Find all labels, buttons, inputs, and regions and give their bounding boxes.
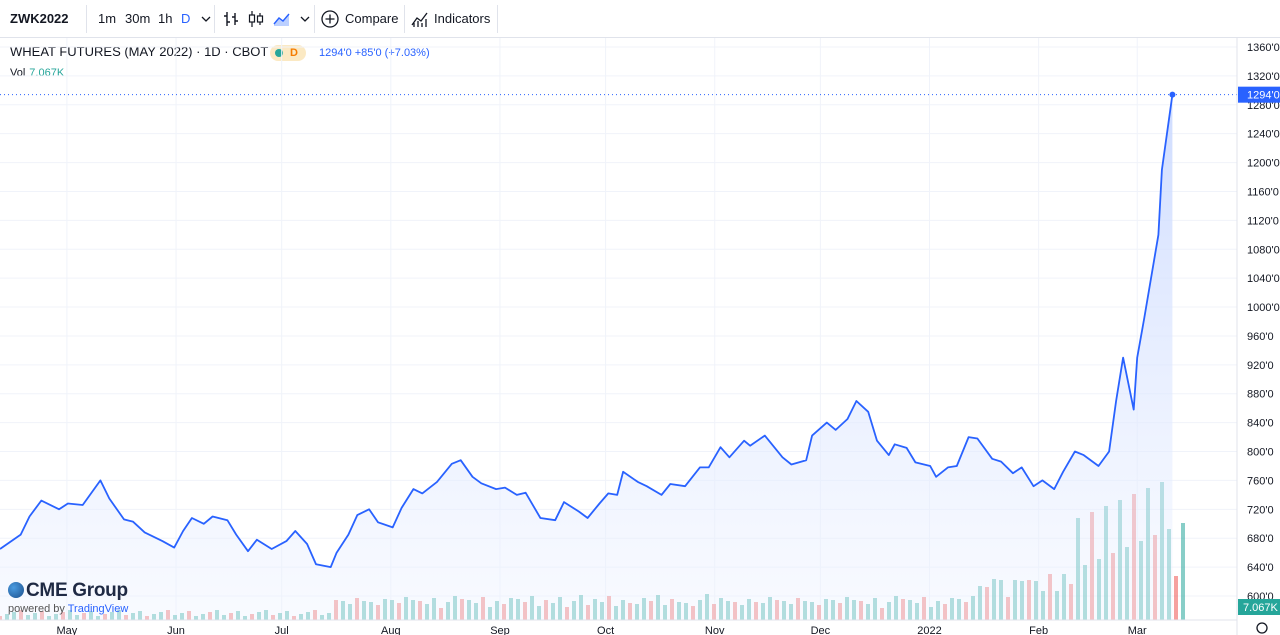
plus-circle-icon[interactable]	[320, 9, 340, 29]
y-tick-label: 1280'0	[1247, 100, 1280, 112]
y-tick-label: 1240'0	[1247, 129, 1280, 141]
price-line	[0, 94, 1174, 568]
last-volume-tag	[1238, 599, 1280, 615]
powered-by: powered by TradingView	[8, 603, 128, 615]
x-tick-label: Oct	[597, 625, 614, 635]
x-tick-label: Nov	[705, 625, 725, 635]
y-tick-label: 1120'0	[1247, 215, 1279, 227]
interval-d[interactable]: D	[181, 11, 191, 26]
chevron-down-icon[interactable]	[196, 9, 216, 29]
y-tick-label: 960'0	[1247, 331, 1274, 343]
y-tick-label: 1320'0	[1247, 71, 1280, 83]
y-tick-label: 1160'0	[1247, 187, 1279, 199]
branding: CME Group powered by TradingView	[8, 580, 128, 615]
y-tick-label: 680'0	[1247, 533, 1274, 545]
symbol-search[interactable]: ZWK2022	[10, 11, 69, 26]
y-tick-label: 920'0	[1247, 360, 1274, 372]
volume-bar	[1174, 576, 1178, 620]
delay-badge: D	[290, 47, 298, 59]
toolbar-divider	[86, 5, 87, 33]
y-tick-label: 800'0	[1247, 447, 1274, 459]
x-tick-label: 2022	[917, 625, 941, 635]
tradingview-link[interactable]: TradingView	[67, 603, 129, 615]
y-tick-label: 640'0	[1247, 562, 1274, 574]
cme-logo: CME Group	[8, 580, 128, 602]
x-tick-label: Aug	[381, 625, 401, 635]
y-tick-label: 880'0	[1247, 389, 1274, 401]
y-tick-label: 840'0	[1247, 418, 1274, 430]
y-tick-label: 1200'0	[1247, 158, 1280, 170]
volume-bar	[1181, 523, 1185, 620]
indicators-button[interactable]: Indicators	[434, 11, 491, 26]
x-tick-label: Jul	[275, 625, 289, 635]
settings-gear-icon[interactable]	[1256, 622, 1268, 634]
x-tick-label: Sep	[490, 625, 510, 635]
indicators-icon[interactable]	[410, 9, 430, 29]
status-dot-icon	[275, 49, 283, 57]
toolbar-divider	[214, 5, 215, 33]
toolbar-divider	[314, 5, 315, 33]
x-tick-label: Jun	[167, 625, 185, 635]
x-tick-label: Mar	[1128, 625, 1147, 635]
last-price-tag	[1238, 86, 1280, 103]
last-volume-label: 7.067K	[1243, 602, 1279, 614]
price-area	[0, 94, 1173, 620]
interval-1h[interactable]: 1h	[158, 11, 173, 26]
x-tick-label: Dec	[811, 625, 831, 635]
area-style-icon[interactable]	[272, 9, 292, 29]
last-price-marker	[1169, 91, 1176, 98]
y-tick-label: 760'0	[1247, 475, 1274, 487]
y-tick-label: 1000'0	[1247, 302, 1280, 314]
toolbar-divider	[404, 5, 405, 33]
x-tick-label: May	[57, 625, 78, 635]
candle-style-icon[interactable]	[246, 9, 266, 29]
chevron-down-icon[interactable]	[295, 9, 315, 29]
toolbar-divider	[497, 5, 498, 33]
x-tick-label: Feb	[1029, 625, 1048, 635]
y-tick-label: 1360'0	[1247, 42, 1280, 54]
chart-title: WHEAT FUTURES (MAY 2022) · 1D · CBOT	[10, 44, 269, 59]
y-tick-label: 720'0	[1247, 504, 1274, 516]
bar-style-icon[interactable]	[221, 9, 241, 29]
market-status-badge: D	[270, 45, 306, 61]
powered-by-text: powered by	[8, 603, 65, 615]
y-tick-label: 1040'0	[1247, 273, 1280, 285]
price-change: 1294'0 +85'0 (+7.03%)	[319, 47, 430, 59]
cme-logo-text: CME Group	[26, 580, 128, 601]
last-price-label: 1294'0	[1247, 90, 1280, 102]
cme-globe-icon	[8, 582, 24, 598]
chart-toolbar: ZWK2022 1m 30m 1h D Compare Indicators	[0, 0, 1280, 38]
interval-1m[interactable]: 1m	[98, 11, 117, 26]
compare-button[interactable]: Compare	[345, 11, 399, 26]
y-tick-label: 1080'0	[1247, 244, 1280, 256]
interval-30m[interactable]: 30m	[125, 11, 151, 26]
